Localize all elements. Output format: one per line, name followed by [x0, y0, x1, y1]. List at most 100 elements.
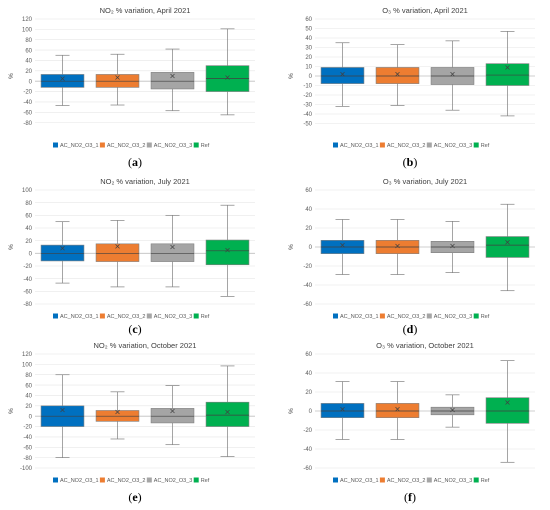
box-AC_NO2_O3_2	[95, 391, 140, 440]
y-tick-label: 40	[305, 36, 312, 42]
legend-swatch	[99, 477, 105, 483]
mean-marker	[505, 240, 510, 245]
legend-label: AC_NO2_O3_3	[154, 314, 193, 320]
y-tick-label: -20	[303, 428, 312, 434]
y-tick-label: 0	[29, 79, 33, 85]
mean-marker	[450, 71, 455, 77]
y-tick-label: 120	[22, 352, 33, 358]
legend-swatch	[333, 313, 338, 319]
y-tick-label: -60	[303, 466, 312, 472]
y-tick-label: 40	[305, 207, 312, 213]
mean-marker	[115, 75, 120, 80]
y-axis-label: %	[8, 244, 15, 250]
box-Ref	[205, 204, 250, 297]
legend-swatch	[333, 477, 338, 483]
panel-c: NO₂ % variation, July 2021% -80 -60 -40 -20 0…	[5, 176, 265, 324]
chart-title: NO₂ % variation, July 2021	[100, 177, 190, 186]
legend-swatch	[99, 142, 105, 148]
legend-label: Ref	[481, 478, 490, 484]
legend-label: AC_NO2_O3_2	[107, 143, 146, 149]
boxplot-b: O₃ % variation, April 2021% -50 -40 -30 -20 -…	[288, 6, 535, 149]
y-axis-label: %	[288, 73, 295, 79]
legend-label: Ref	[201, 143, 210, 149]
legend-label: AC_NO2_O3_3	[154, 143, 193, 149]
box-iqr	[320, 403, 365, 418]
legend-swatch	[193, 313, 199, 319]
y-tick-label: 100	[22, 28, 33, 34]
box-AC_NO2_O3_3	[150, 385, 195, 446]
box-AC_NO2_O3_3	[150, 214, 195, 288]
y-tick-label: -80	[23, 456, 32, 462]
y-axis-label: %	[8, 73, 15, 79]
boxplot-f: O₃ % variation, October 2021% -60 -40 -20 0 2…	[288, 341, 535, 484]
y-tick-label: -40	[23, 277, 32, 283]
legend-swatch	[379, 142, 385, 148]
y-tick-label: -80	[23, 121, 32, 127]
legend-swatch	[193, 142, 199, 148]
boxplot-e: NO₂ % variation, October 2021% -100 -80 -60…	[8, 341, 255, 484]
legend-label: AC_NO2_O3_1	[340, 478, 379, 484]
legend-label: AC_NO2_O3_1	[60, 314, 99, 320]
y-tick-label: 60	[305, 352, 312, 358]
legend-swatch	[473, 313, 479, 319]
box-Ref	[205, 365, 250, 457]
y-axis-label: %	[288, 244, 295, 250]
chart-title: NO₂ % variation, April 2021	[100, 6, 191, 15]
y-tick-label: 0	[309, 245, 313, 251]
mean-marker	[60, 76, 65, 81]
y-tick-label: 0	[29, 252, 33, 258]
panel-f: O₃ % variation, October 2021% -60 -40 -20 0 2…	[285, 340, 545, 488]
y-axis-label: %	[288, 408, 295, 414]
y-tick-label: 60	[25, 214, 32, 220]
legend-swatch	[99, 313, 105, 319]
mean-marker	[60, 246, 65, 251]
boxplot-d: O₃ % variation, July 2021% -60 -40 -20 0 20 40…	[288, 177, 535, 320]
y-tick-label: 80	[25, 201, 32, 207]
y-tick-label: -10	[303, 84, 312, 90]
legend-swatch	[379, 313, 385, 319]
box-Ref	[485, 360, 530, 463]
legend-swatch	[193, 477, 199, 483]
y-tick-label: 40	[25, 59, 32, 65]
y-tick-label: 60	[25, 48, 32, 54]
caption-a: (a)	[128, 155, 142, 169]
mean-marker	[115, 244, 120, 249]
legend-label: AC_NO2_O3_3	[154, 478, 193, 484]
mean-marker	[395, 406, 400, 412]
y-tick-label: 40	[305, 371, 312, 377]
legend-swatch	[53, 313, 58, 319]
legend-swatch	[146, 313, 152, 319]
legend-swatch	[426, 313, 432, 319]
y-tick-label: -80	[23, 302, 32, 308]
legend-label: AC_NO2_O3_3	[434, 478, 473, 484]
y-tick-label: 20	[25, 404, 32, 410]
caption-d: (d)	[402, 322, 418, 336]
y-tick-label: -40	[23, 100, 32, 106]
caption-letter-e: e	[132, 490, 138, 504]
y-tick-label: 20	[25, 239, 32, 245]
caption-f: (f)	[404, 490, 416, 504]
y-tick-label: 0	[309, 74, 313, 80]
caption-c: (c)	[128, 322, 142, 336]
y-tick-label: -60	[23, 290, 32, 296]
y-tick-label: 20	[25, 69, 32, 75]
mean-marker	[60, 407, 65, 413]
y-tick-label: 20	[305, 226, 312, 232]
legend-label: AC_NO2_O3_1	[340, 314, 379, 320]
y-tick-label: -60	[23, 445, 32, 451]
panel-e: NO₂ % variation, October 2021% -100 -80 -60…	[5, 340, 265, 488]
mean-marker	[170, 244, 175, 250]
mean-marker	[340, 71, 345, 77]
y-tick-label: -40	[303, 112, 312, 118]
y-tick-label: 30	[305, 46, 312, 52]
y-tick-label: 80	[25, 38, 32, 44]
caption-letter-f: f	[408, 490, 412, 504]
legend-label: AC_NO2_O3_2	[387, 314, 426, 320]
y-tick-label: 40	[25, 394, 32, 400]
box-AC_NO2_O3_2	[375, 44, 420, 106]
box-iqr	[150, 243, 195, 262]
mean-marker	[225, 409, 230, 415]
legend-swatch	[146, 477, 152, 483]
y-tick-label: -20	[303, 264, 312, 270]
